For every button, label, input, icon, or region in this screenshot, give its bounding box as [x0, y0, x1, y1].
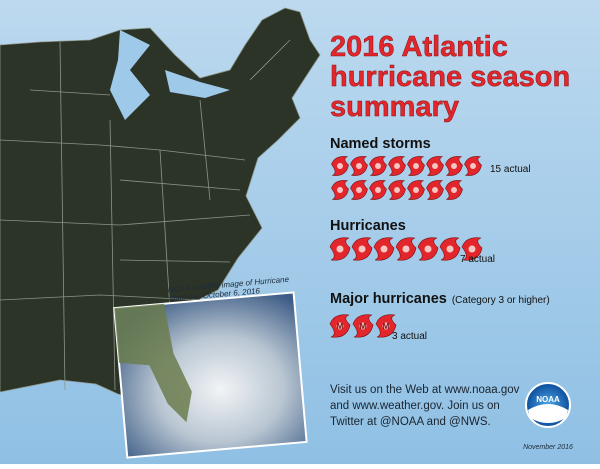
hurricane-icon [461, 237, 483, 261]
hurricane-icon [395, 237, 417, 261]
icon-eye [413, 163, 419, 169]
hurricane-icon [373, 237, 395, 261]
icon-eye [470, 163, 476, 169]
hurricane-icon [331, 156, 349, 176]
icon-letter: M [337, 322, 344, 331]
icon-eye [337, 187, 343, 193]
hurricane-icon [426, 156, 444, 176]
hurricane-icon [407, 180, 425, 200]
icon-eye [336, 322, 344, 330]
icon-eye [432, 187, 438, 193]
footer-line: Twitter at @NOAA and @NWS. [330, 416, 491, 428]
section-note: (Category 3 or higher) [452, 295, 550, 306]
hurricane-icon [329, 237, 351, 261]
count-label: 15 actual [490, 164, 531, 175]
satellite-photo: NOAA satellite image of Hurricane Matthe… [113, 275, 308, 459]
hurricane-icon [464, 156, 482, 176]
count-label: 7 actual [460, 254, 495, 265]
footer: Visit us on the Web at www.noaa.gov and w… [330, 384, 520, 428]
hurricane-icon [417, 237, 439, 261]
date: November 2016 [523, 444, 573, 451]
count-label: 3 actual [392, 331, 427, 342]
hurricane-icon [445, 180, 463, 200]
hurricane-icon [351, 237, 373, 261]
icon-eye [359, 322, 367, 330]
hurricane-icon [350, 156, 368, 176]
hurricane-icon [388, 156, 406, 176]
sections: Named storms 15 actual Hurricanes 7 actual M… [329, 136, 550, 342]
icon-eye [402, 245, 410, 253]
icon-eye [382, 322, 390, 330]
icon-eye [468, 245, 476, 253]
icon-eye [451, 163, 457, 169]
hurricane-icon [439, 237, 461, 261]
icon-eye [432, 163, 438, 169]
section-label: Named storms [330, 136, 431, 152]
hurricane-icon: M [375, 314, 397, 338]
icon-eye [413, 187, 419, 193]
icon-eye [358, 245, 366, 253]
icon-eye [336, 245, 344, 253]
icon-eye [380, 245, 388, 253]
hurricane-icon [350, 180, 368, 200]
icon-eye [451, 187, 457, 193]
logo-text: NOAA [536, 395, 560, 404]
hurricane-icon: M [352, 314, 374, 338]
icon-eye [356, 163, 362, 169]
title-line: hurricane season [330, 61, 570, 93]
noaa-logo: NOAA November 2016 [523, 382, 573, 451]
title-line: 2016 Atlantic [330, 31, 508, 63]
icon-letter: M [383, 322, 390, 331]
hurricane-icon: M [329, 314, 351, 338]
icon-letter: M [360, 322, 367, 331]
section-label: Major hurricanes [330, 291, 447, 307]
icon-eye [424, 245, 432, 253]
icon-eye [375, 187, 381, 193]
title-line: summary [330, 91, 459, 123]
icon-eye [394, 163, 400, 169]
footer-line: and www.weather.gov. Join us on [330, 400, 500, 412]
icon-eye [337, 163, 343, 169]
icon-eye [394, 187, 400, 193]
hurricane-icon [407, 156, 425, 176]
hurricane-icon [331, 180, 349, 200]
hurricane-icon [445, 156, 463, 176]
hurricane-icon [369, 180, 387, 200]
hurricane-icon [388, 180, 406, 200]
section-label: Hurricanes [330, 218, 406, 234]
icon-eye [446, 245, 454, 253]
icon-eye [356, 187, 362, 193]
hurricane-icon [426, 180, 444, 200]
icon-eye [375, 163, 381, 169]
hurricane-icon [369, 156, 387, 176]
footer-line: Visit us on the Web at www.noaa.gov [330, 384, 520, 396]
